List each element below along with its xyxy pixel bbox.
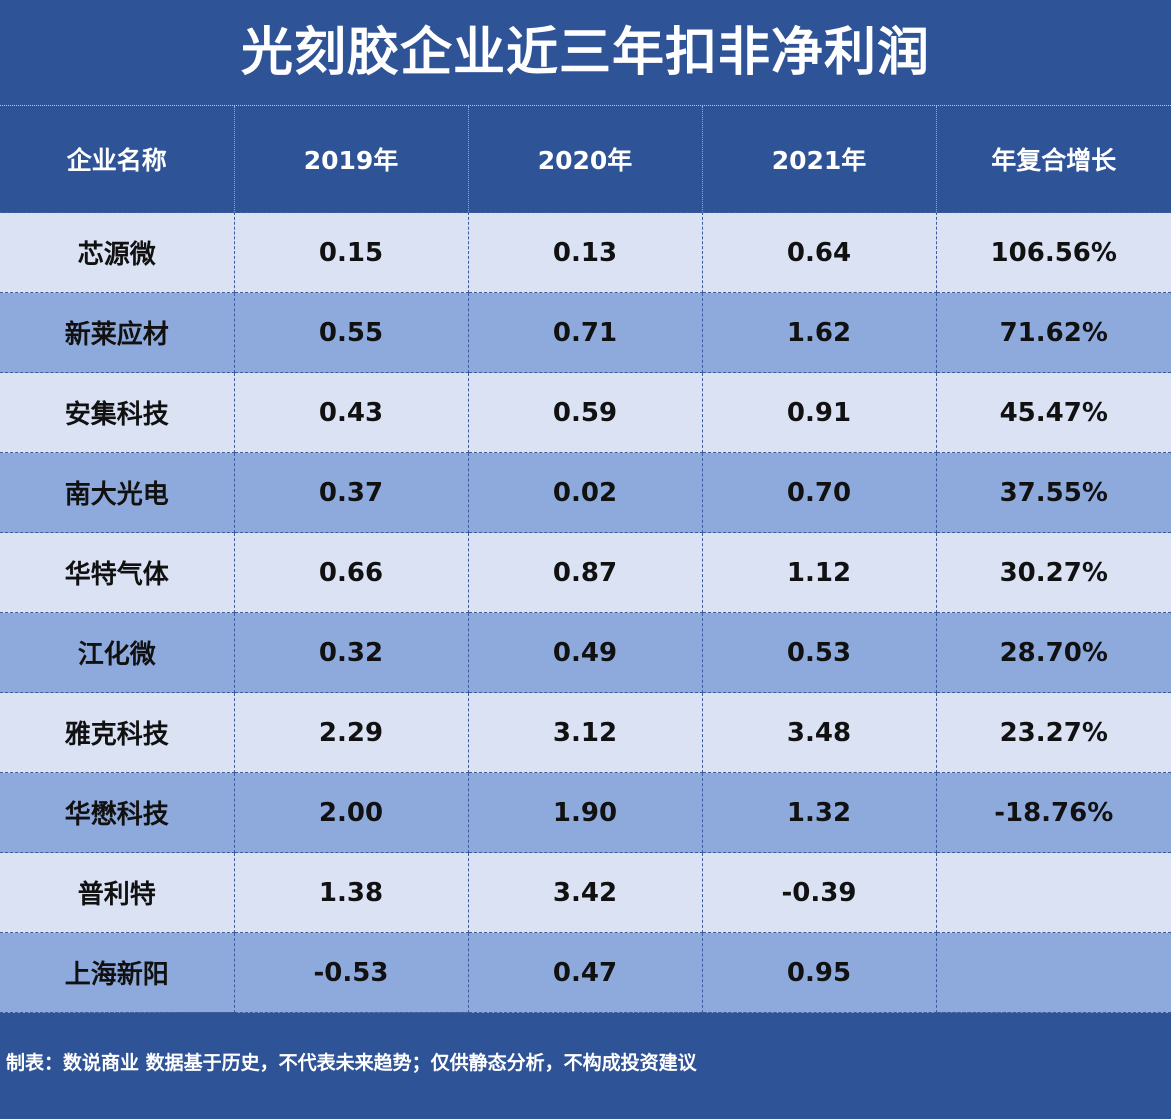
profit-2019: 0.43 [233, 372, 469, 453]
profit-2020: 0.47 [467, 932, 703, 1013]
cagr-value: 37.55% [935, 452, 1171, 533]
table-row: 新莱应材 0.55 0.71 1.62 71.62% [0, 292, 1171, 373]
profit-2020: 0.87 [467, 532, 703, 613]
table-row: 华特气体 0.66 0.87 1.12 30.27% [0, 532, 1171, 613]
profit-2021: 1.62 [701, 292, 937, 373]
profit-2020: 3.42 [467, 852, 703, 933]
profit-2020: 1.90 [467, 772, 703, 853]
cagr-value [935, 932, 1171, 1013]
cagr-value: 30.27% [935, 532, 1171, 613]
profit-2019: 0.37 [233, 452, 469, 533]
company-name: 普利特 [0, 852, 235, 933]
company-name: 芯源微 [0, 212, 235, 293]
profit-2020: 0.13 [467, 212, 703, 293]
header-company: 企业名称 [0, 106, 235, 213]
profit-2020: 0.49 [467, 612, 703, 693]
table-row: 江化微 0.32 0.49 0.53 28.70% [0, 612, 1171, 693]
table-row: 雅克科技 2.29 3.12 3.48 23.27% [0, 692, 1171, 773]
profit-2021: 0.95 [701, 932, 937, 1013]
profit-2020: 0.71 [467, 292, 703, 373]
profit-2021: 0.64 [701, 212, 937, 293]
cagr-value: 28.70% [935, 612, 1171, 693]
cagr-value: -18.76% [935, 772, 1171, 853]
cagr-value: 106.56% [935, 212, 1171, 293]
header-2021: 2021年 [701, 106, 937, 213]
header-cagr: 年复合增长 [935, 106, 1171, 213]
cagr-value: 45.47% [935, 372, 1171, 453]
footer-divider [0, 1012, 1171, 1013]
profit-2019: 0.66 [233, 532, 469, 613]
cagr-value [935, 852, 1171, 933]
cagr-value: 71.62% [935, 292, 1171, 373]
table-row: 芯源微 0.15 0.13 0.64 106.56% [0, 212, 1171, 293]
profit-2019: 0.32 [233, 612, 469, 693]
profit-table: 企业名称 2019年 2020年 2021年 年复合增长 芯源微 0.15 0.… [0, 106, 1171, 1013]
profit-2021: 0.53 [701, 612, 937, 693]
company-name: 南大光电 [0, 452, 235, 533]
profit-2021: 1.12 [701, 532, 937, 613]
company-name: 雅克科技 [0, 692, 235, 773]
profit-2021: 0.91 [701, 372, 937, 453]
company-name: 江化微 [0, 612, 235, 693]
table-row: 上海新阳 -0.53 0.47 0.95 [0, 932, 1171, 1013]
profit-2019: 1.38 [233, 852, 469, 933]
profit-2020: 0.02 [467, 452, 703, 533]
profit-2021: -0.39 [701, 852, 937, 933]
company-name: 华特气体 [0, 532, 235, 613]
table-row: 华懋科技 2.00 1.90 1.32 -18.76% [0, 772, 1171, 853]
cagr-value: 23.27% [935, 692, 1171, 773]
company-name: 新莱应材 [0, 292, 235, 373]
profit-2019: 2.00 [233, 772, 469, 853]
profit-2020: 0.59 [467, 372, 703, 453]
profit-2019: -0.53 [233, 932, 469, 1013]
table-row: 安集科技 0.43 0.59 0.91 45.47% [0, 372, 1171, 453]
profit-2020: 3.12 [467, 692, 703, 773]
header-2020: 2020年 [467, 106, 703, 213]
profit-2021: 0.70 [701, 452, 937, 533]
profit-2019: 2.29 [233, 692, 469, 773]
page-title: 光刻胶企业近三年扣非净利润 [240, 23, 930, 83]
table-row: 南大光电 0.37 0.02 0.70 37.55% [0, 452, 1171, 533]
header-2019: 2019年 [233, 106, 469, 213]
profit-2019: 0.55 [233, 292, 469, 373]
company-name: 上海新阳 [0, 932, 235, 1013]
profit-2021: 1.32 [701, 772, 937, 853]
source-note: 制表：数说商业 数据基于历史，不代表未来趋势；仅供静态分析，不构成投资建议 [6, 1052, 697, 1074]
title-divider [0, 105, 1171, 106]
profit-2019: 0.15 [233, 212, 469, 293]
table-row: 普利特 1.38 3.42 -0.39 [0, 852, 1171, 933]
table-header-row: 企业名称 2019年 2020年 2021年 年复合增长 [0, 106, 1171, 213]
company-name: 华懋科技 [0, 772, 235, 853]
company-name: 安集科技 [0, 372, 235, 453]
profit-2021: 3.48 [701, 692, 937, 773]
